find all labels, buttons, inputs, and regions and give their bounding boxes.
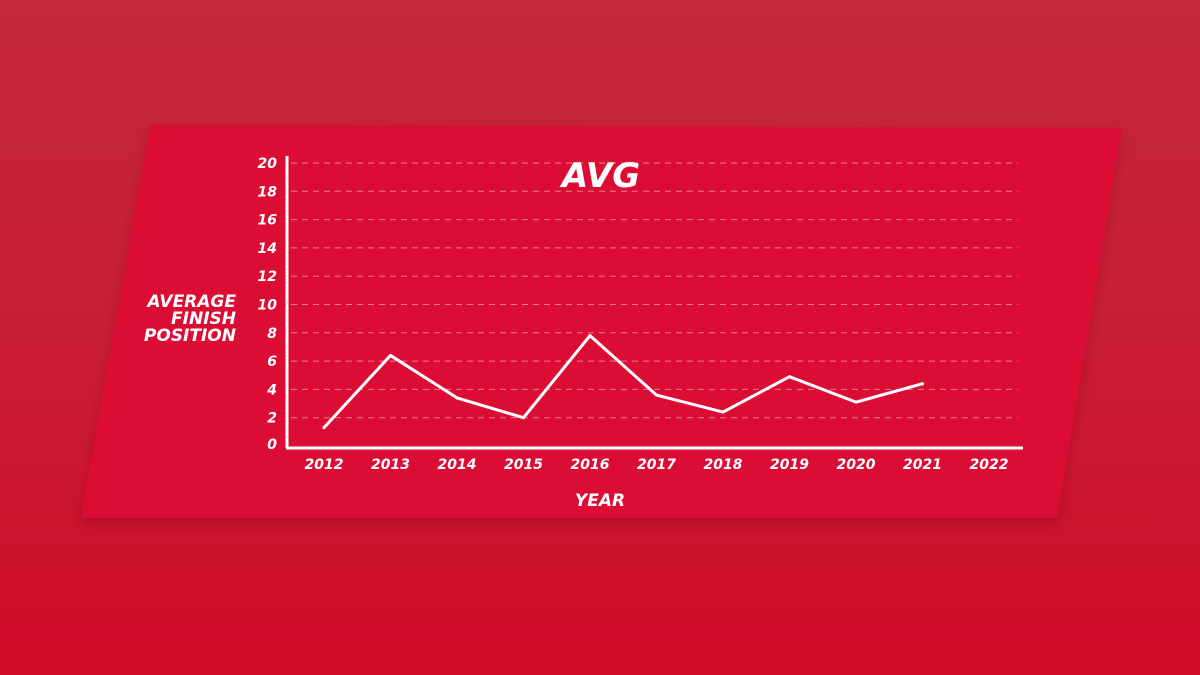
data-point	[854, 400, 858, 404]
chart-panel	[81, 125, 1122, 518]
x-tick-label: 2020	[837, 457, 876, 473]
x-tick-label: 2017	[637, 457, 676, 473]
data-point	[588, 334, 592, 338]
x-tick-label: 2022	[970, 457, 1009, 473]
y-tick-label: 10	[258, 298, 278, 314]
data-point	[721, 410, 725, 414]
data-point	[788, 375, 791, 379]
y-tick-label: 18	[258, 184, 278, 200]
y-tick-label: 2	[267, 411, 277, 427]
x-tick-labels: 2012 2013 2014 2015 2016 2017 2018 2019 2020 2021…	[305, 457, 1009, 473]
data-point	[522, 416, 525, 420]
x-tick-label: 2021	[903, 457, 942, 473]
y-tick-label: 0	[267, 437, 277, 453]
data-point	[455, 396, 459, 400]
y-axis-label-line-2: FINISH	[171, 309, 236, 329]
series-line	[322, 334, 924, 430]
data-point	[322, 426, 326, 430]
x-tick-label: 2014	[438, 457, 477, 473]
y-tick-label: 12	[258, 269, 277, 285]
x-axis-label: YEAR	[575, 491, 625, 511]
x-tick-label: 2019	[770, 457, 809, 473]
x-tick-label: 2018	[704, 457, 743, 473]
y-tick-labels: 0 2 4 6 8 10 12 14 16 18 20	[258, 156, 278, 453]
data-point	[655, 393, 658, 397]
x-tick-label: 2012	[305, 457, 344, 473]
y-axis-label-line-3: POSITION	[144, 326, 236, 346]
y-tick-label: 14	[258, 241, 277, 257]
x-tick-label: 2013	[371, 457, 410, 473]
y-tick-label: 8	[267, 326, 277, 342]
y-axis-label-line-1: AVERAGE	[145, 292, 236, 312]
chart-title: AVG	[559, 156, 640, 196]
series-layer	[322, 334, 924, 430]
y-tick-label: 6	[267, 354, 277, 370]
y-tick-label: 4	[266, 382, 277, 398]
x-tick-label: 2016	[571, 457, 610, 473]
gridlines	[291, 162, 1018, 419]
y-tick-label: 16	[258, 213, 278, 229]
data-point	[921, 382, 924, 386]
y-tick-label: 20	[258, 156, 278, 172]
x-tick-label: 2015	[504, 457, 543, 473]
data-point	[389, 353, 392, 357]
